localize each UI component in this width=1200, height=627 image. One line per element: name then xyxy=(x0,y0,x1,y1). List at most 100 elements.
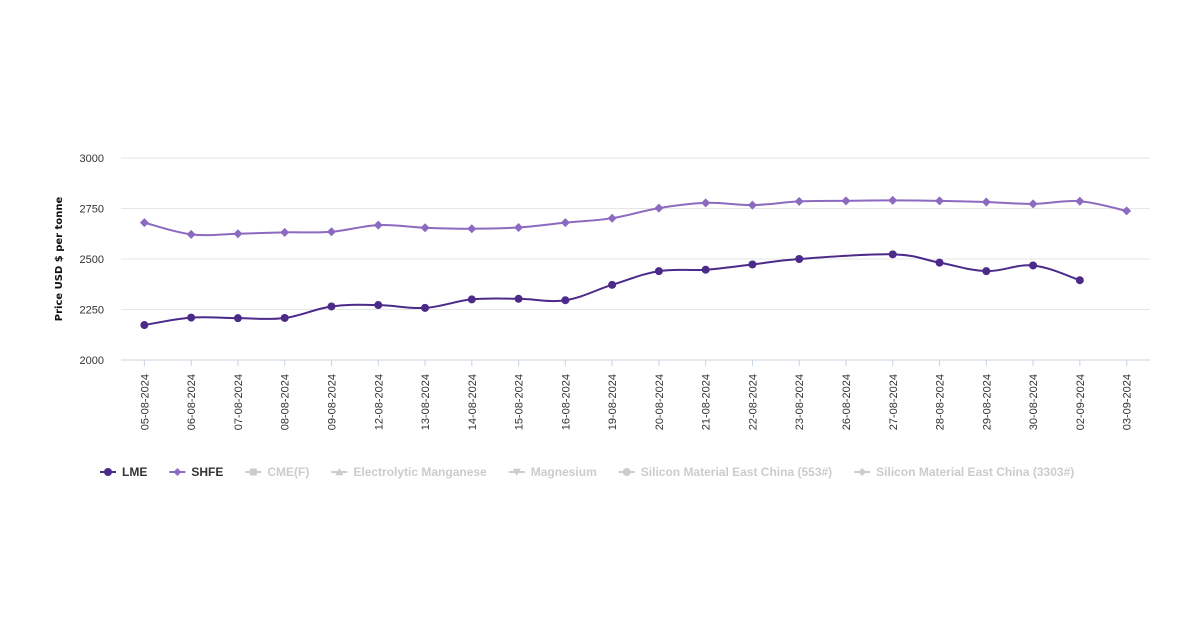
legend-label: Silicon Material East China (553#) xyxy=(641,465,832,479)
x-tick-label: 21-08-2024 xyxy=(701,374,713,430)
data-point-lme xyxy=(514,294,523,303)
data-point-shfe xyxy=(747,200,757,210)
y-tick-label: 2000 xyxy=(80,355,104,367)
data-point-lme xyxy=(888,250,897,259)
data-point-shfe xyxy=(139,218,149,228)
legend-item-shfe: SHFE xyxy=(169,465,223,479)
data-point-lme xyxy=(233,314,242,323)
data-point-shfe xyxy=(654,203,664,213)
series-line-shfe xyxy=(144,199,1127,237)
x-axis-ticks: 05-08-2024 06-08-2024 07-08-2024 08-08-2024… xyxy=(139,360,1134,430)
data-point-lme xyxy=(608,280,617,289)
y-axis-label: Price USD $ per tonne xyxy=(54,197,65,322)
x-tick-label: 16-08-2024 xyxy=(560,374,572,430)
legend-item-lme: LME xyxy=(100,465,147,479)
data-point-shfe xyxy=(701,198,711,208)
data-point-shfe xyxy=(888,195,898,205)
legend-marker-icon xyxy=(512,468,521,476)
x-tick-label: 29-08-2024 xyxy=(981,374,993,430)
series-shfe xyxy=(139,195,1132,239)
legend-label: Electrolytic Manganese xyxy=(353,465,487,479)
x-tick-label: 07-08-2024 xyxy=(233,374,245,430)
legend-label: LME xyxy=(122,465,147,479)
y-tick-label: 2500 xyxy=(80,254,104,266)
x-tick-label: 08-08-2024 xyxy=(280,374,292,430)
legend-marker-icon xyxy=(622,468,631,476)
data-point-shfe xyxy=(935,196,945,206)
legend-item-magnesium: Magnesium xyxy=(508,465,597,479)
data-point-lme xyxy=(701,265,710,274)
x-tick-label: 19-08-2024 xyxy=(607,374,619,430)
data-point-lme xyxy=(374,301,383,310)
data-point-shfe xyxy=(186,229,196,239)
legend-marker-icon xyxy=(104,468,112,476)
legend-marker-icon xyxy=(249,468,257,476)
legend-item-electrolytic-manganese: Electrolytic Manganese xyxy=(331,465,487,479)
data-point-lme xyxy=(795,255,804,263)
legend-marker-icon xyxy=(858,468,867,476)
data-point-shfe xyxy=(1075,196,1085,206)
data-point-shfe xyxy=(794,196,804,206)
data-point-lme xyxy=(982,267,991,276)
legend-label: SHFE xyxy=(191,465,223,479)
y-axis-ticks: 2000 2250 2500 2750 3000 xyxy=(80,153,104,367)
data-point-shfe xyxy=(280,227,290,237)
data-point-shfe xyxy=(1028,199,1038,209)
data-point-lme xyxy=(467,295,476,304)
x-tick-label: 23-08-2024 xyxy=(794,374,806,430)
data-point-shfe xyxy=(420,223,430,233)
x-tick-label: 28-08-2024 xyxy=(935,374,947,430)
data-point-shfe xyxy=(841,196,851,206)
x-tick-label: 13-08-2024 xyxy=(420,374,432,430)
x-tick-label: 22-08-2024 xyxy=(747,374,759,430)
data-point-lme xyxy=(654,267,663,276)
legend-label: Silicon Material East China (3303#) xyxy=(876,465,1074,479)
series-layer xyxy=(139,195,1132,330)
data-point-shfe xyxy=(233,229,243,239)
data-point-lme xyxy=(935,258,944,267)
legend-item-silicon-material-east-china-553: Silicon Material East China (553#) xyxy=(618,465,832,479)
legend: LME SHFE CME(F) Electrolytic Manganese Magne… xyxy=(100,465,1074,479)
data-point-lme xyxy=(187,313,196,322)
data-point-lme xyxy=(1075,276,1084,285)
legend-marker-icon xyxy=(335,468,344,476)
x-tick-label: 05-08-2024 xyxy=(139,374,151,430)
x-tick-label: 27-08-2024 xyxy=(888,374,900,430)
legend-item-cme-f: CME(F) xyxy=(245,465,309,479)
x-tick-label: 26-08-2024 xyxy=(841,374,853,430)
legend-item-silicon-material-east-china-3303: Silicon Material East China (3303#) xyxy=(854,465,1074,479)
legend-label: Magnesium xyxy=(531,465,597,479)
x-tick-label: 20-08-2024 xyxy=(654,374,666,430)
data-point-shfe xyxy=(467,224,477,234)
legend-label: CME(F) xyxy=(267,465,309,479)
legend-marker-icon xyxy=(173,468,182,476)
series-lme xyxy=(140,250,1084,330)
x-tick-label: 09-08-2024 xyxy=(326,374,338,430)
x-tick-label: 14-08-2024 xyxy=(467,374,479,430)
y-tick-label: 2750 xyxy=(80,204,104,216)
data-point-shfe xyxy=(981,197,991,207)
data-point-shfe xyxy=(607,213,617,223)
series-line-lme xyxy=(144,253,1081,327)
x-tick-label: 30-08-2024 xyxy=(1028,374,1040,430)
data-point-shfe xyxy=(514,222,524,232)
data-point-shfe xyxy=(1122,206,1132,216)
x-tick-label: 06-08-2024 xyxy=(186,374,198,430)
x-tick-label: 12-08-2024 xyxy=(373,374,385,430)
data-point-lme xyxy=(140,321,149,330)
data-point-lme xyxy=(327,302,336,311)
x-tick-label: 03-09-2024 xyxy=(1122,374,1134,430)
data-point-lme xyxy=(1029,261,1038,270)
data-point-shfe xyxy=(326,227,336,237)
data-point-lme xyxy=(748,260,757,269)
x-tick-label: 15-08-2024 xyxy=(514,374,526,430)
grid xyxy=(121,157,1150,361)
data-point-shfe xyxy=(560,218,570,228)
y-tick-label: 2250 xyxy=(80,305,104,317)
y-tick-label: 3000 xyxy=(80,153,104,165)
x-tick-label: 02-09-2024 xyxy=(1075,374,1087,430)
data-point-lme xyxy=(280,313,289,322)
data-point-lme xyxy=(421,303,430,312)
data-point-shfe xyxy=(373,220,383,230)
